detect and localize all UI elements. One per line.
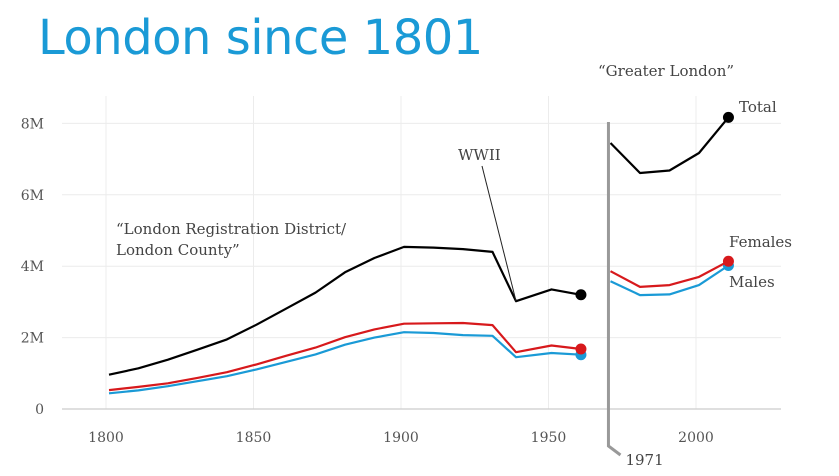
axes: 0 2M 4M 6M 8M 1800 1850 1900 1950 2000 xyxy=(21,116,781,446)
annotations: 1971 WWII “London Registration District/Lo… xyxy=(116,62,792,469)
legend-label-total: Total xyxy=(739,98,777,116)
endpoint-females-segment-2 xyxy=(722,255,734,267)
segment-label-london-county-line2: London County” xyxy=(116,241,240,259)
legend-label-females: Females xyxy=(729,233,792,251)
line-total-segment-1 xyxy=(108,245,582,376)
wwii-leader-line xyxy=(481,165,517,302)
line-males-segment-2 xyxy=(610,264,730,297)
annotation-wwii: WWII xyxy=(458,146,501,164)
endpoint-females-segment-1 xyxy=(575,343,587,355)
x-tick-label: 1900 xyxy=(383,430,419,446)
segment-label-greater-london: “Greater London” xyxy=(598,62,734,80)
x-tick-label: 1850 xyxy=(236,430,272,446)
line-total-segment-2 xyxy=(609,116,730,175)
y-tick-label: 4M xyxy=(21,259,44,275)
endpoint-total-segment-2 xyxy=(722,111,734,123)
y-tick-label: 0 xyxy=(35,402,44,418)
y-tick-label: 8M xyxy=(21,116,44,132)
line-males-segment-1 xyxy=(108,331,582,395)
line-females-segment-2 xyxy=(609,260,730,288)
legend-label-males: Males xyxy=(729,273,775,291)
segment-label-london-county-line1: “London Registration District/ xyxy=(116,220,347,238)
line-females-segment-1 xyxy=(108,321,582,392)
x-tick-label: 1950 xyxy=(531,430,567,446)
chart-title: London since 1801 xyxy=(38,10,483,66)
grid xyxy=(62,96,781,409)
y-tick-label: 6M xyxy=(21,188,44,204)
x-tick-label: 2000 xyxy=(678,430,714,446)
endpoint-total-segment-1 xyxy=(575,289,587,301)
y-tick-label: 2M xyxy=(21,331,44,347)
series-lines xyxy=(108,111,734,395)
x-tick-label: 1800 xyxy=(88,430,124,446)
annotation-1971: 1971 xyxy=(625,451,663,469)
boundary-1971-line xyxy=(606,122,622,457)
